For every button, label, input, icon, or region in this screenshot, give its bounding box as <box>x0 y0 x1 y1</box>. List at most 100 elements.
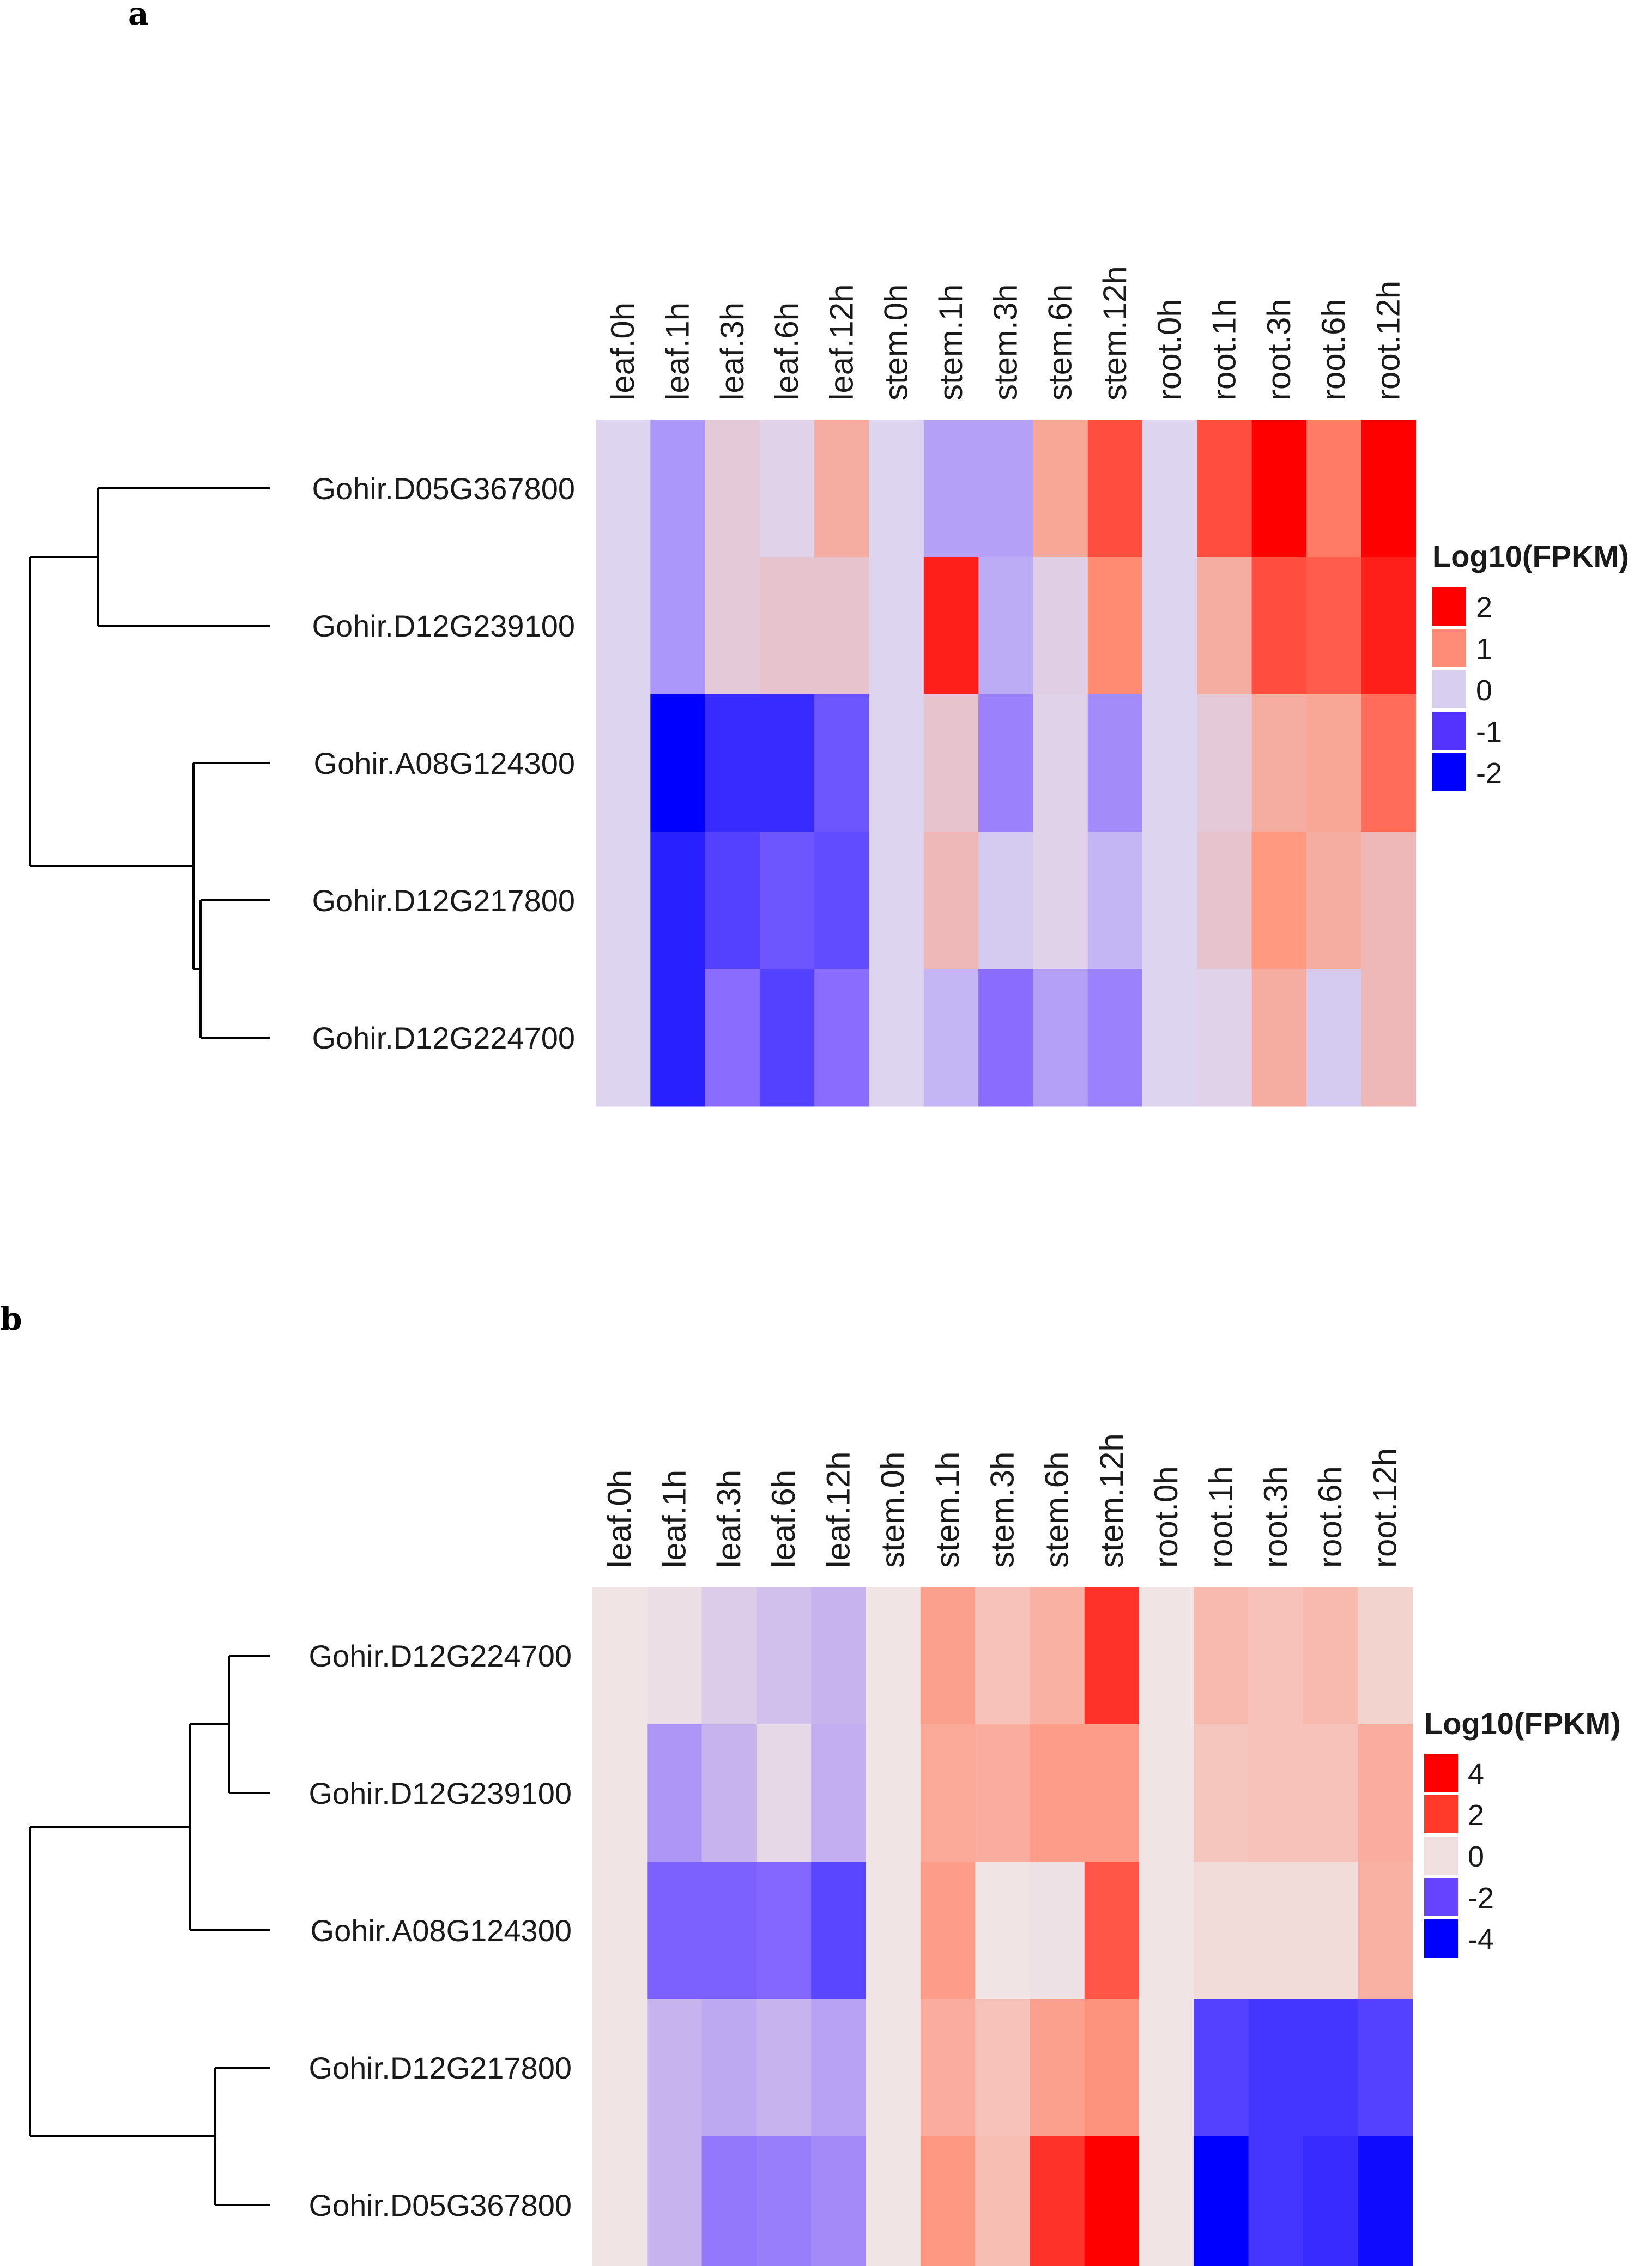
heatmap-cell <box>596 832 651 970</box>
heatmap-cell <box>650 557 706 695</box>
legend-title: Log10(FPKM) <box>1432 539 1629 573</box>
legend-swatch <box>1424 1795 1458 1833</box>
heatmap-cell <box>1358 1587 1413 1725</box>
heatmap-cell <box>705 694 760 832</box>
heatmap-cell <box>1303 1862 1358 2000</box>
heatmap-cell <box>1197 420 1252 558</box>
legend-swatch <box>1432 670 1466 708</box>
heatmap-cell <box>1033 420 1088 558</box>
heatmap-cell <box>1251 832 1307 970</box>
heatmap-cell <box>923 832 979 970</box>
heatmap-cell <box>869 694 924 832</box>
heatmap-cell <box>650 969 706 1107</box>
heatmap-cell <box>1087 557 1143 695</box>
legend-tick-label: 1 <box>1476 633 1492 665</box>
column-label: root.6h <box>1315 299 1352 401</box>
heatmap-cell <box>866 1862 921 2000</box>
heatmap-cell <box>759 832 815 970</box>
row-label: Gohir.A08G124300 <box>314 746 575 780</box>
row-label: Gohir.D12G239100 <box>308 1776 572 1810</box>
heatmap-cell <box>1194 1724 1249 1862</box>
legend-tick-label: 0 <box>1476 674 1492 707</box>
heatmap-cell <box>1139 1724 1194 1862</box>
column-label: leaf.12h <box>823 284 860 401</box>
heatmap-cell <box>811 1862 867 2000</box>
heatmap-cell <box>650 420 706 558</box>
heatmap-cell <box>975 2136 1030 2266</box>
heatmap-cell <box>756 2136 812 2266</box>
heatmap-panel-b: b leaf.0h leaf.1h leaf.3h leaf.6h leaf.12h ste… <box>0 1300 1621 2266</box>
heatmap-cell <box>1303 2136 1358 2266</box>
heatmap-cell <box>920 2136 976 2266</box>
heatmap-cell <box>1248 1862 1304 2000</box>
legend-swatch <box>1432 712 1466 750</box>
column-label: stem.6h <box>1039 1452 1075 1568</box>
legend-swatch <box>1424 1878 1458 1916</box>
column-label: stem.1h <box>929 1452 966 1568</box>
heatmap-cell <box>1142 832 1197 970</box>
row-dendrogram <box>29 487 270 1039</box>
heatmap-cell <box>978 557 1033 695</box>
heatmap-cell <box>923 420 979 558</box>
legend-tick-label: 4 <box>1468 1758 1484 1790</box>
heatmap-cell <box>1251 557 1307 695</box>
heatmap-cell <box>1197 832 1252 970</box>
heatmap-cell <box>705 557 760 695</box>
heatmap-cell <box>1030 1587 1085 1725</box>
heatmap-cell <box>1033 694 1088 832</box>
heatmap-cell <box>1361 832 1417 970</box>
column-label: stem.0h <box>878 284 915 401</box>
heatmap-cell <box>705 969 760 1107</box>
heatmap-cell <box>701 1999 757 2137</box>
heatmap-cell <box>811 2136 867 2266</box>
legend-swatch <box>1432 753 1466 791</box>
column-label: stem.6h <box>1042 284 1079 401</box>
heatmap-cell <box>923 557 979 695</box>
column-label: leaf.12h <box>820 1451 856 1568</box>
heatmap-cell <box>647 2136 703 2266</box>
legend-tick-label: -2 <box>1476 757 1502 790</box>
heatmap-cell <box>1361 420 1417 558</box>
heatmap-cell <box>975 1999 1030 2137</box>
heatmap-cell <box>756 1999 812 2137</box>
column-label: leaf.1h <box>659 302 695 401</box>
heatmap-cell <box>1084 1862 1140 2000</box>
heatmap-cell <box>1248 2136 1304 2266</box>
heatmap-cell <box>866 1587 921 1725</box>
heatmap-cell <box>1358 1724 1413 1862</box>
heatmap-cell <box>975 1724 1030 1862</box>
heatmap-cell <box>650 694 706 832</box>
heatmap-cell <box>1030 1862 1085 2000</box>
heatmap-cell <box>814 969 870 1107</box>
heatmap-cell <box>1251 694 1307 832</box>
heatmap-cell <box>1248 1587 1304 1725</box>
heatmap-cell <box>978 832 1033 970</box>
heatmap-cell <box>920 1724 976 1862</box>
heatmap-cell <box>596 969 651 1107</box>
heatmap-cell <box>1194 1587 1249 1725</box>
heatmap-cell <box>1361 557 1417 695</box>
row-label: Gohir.D12G239100 <box>312 609 575 643</box>
column-label: leaf.1h <box>656 1470 692 1568</box>
heatmap-cell <box>596 557 651 695</box>
heatmap-cell <box>1194 1862 1249 2000</box>
heatmap-cell <box>1358 2136 1413 2266</box>
heatmap-cell <box>1251 420 1307 558</box>
heatmap-cell <box>866 2136 921 2266</box>
row-dendrogram <box>29 1655 270 2206</box>
heatmap-cell <box>811 1587 867 1725</box>
legend-swatch <box>1432 629 1466 667</box>
heatmap-cell <box>1030 2136 1085 2266</box>
row-label: Gohir.A08G124300 <box>311 1913 572 1948</box>
heatmap-cell <box>592 2136 648 2266</box>
column-label: root.0h <box>1151 299 1188 401</box>
heatmap-cell <box>1248 1999 1304 2137</box>
heatmap-cell <box>1142 694 1197 832</box>
heatmap-cell <box>647 1724 703 1862</box>
heatmap-cell <box>978 969 1033 1107</box>
column-label: root.0h <box>1148 1466 1184 1568</box>
legend-tick-label: 2 <box>1468 1799 1484 1832</box>
column-label: leaf.0h <box>604 302 641 401</box>
heatmap-cell <box>701 1724 757 1862</box>
